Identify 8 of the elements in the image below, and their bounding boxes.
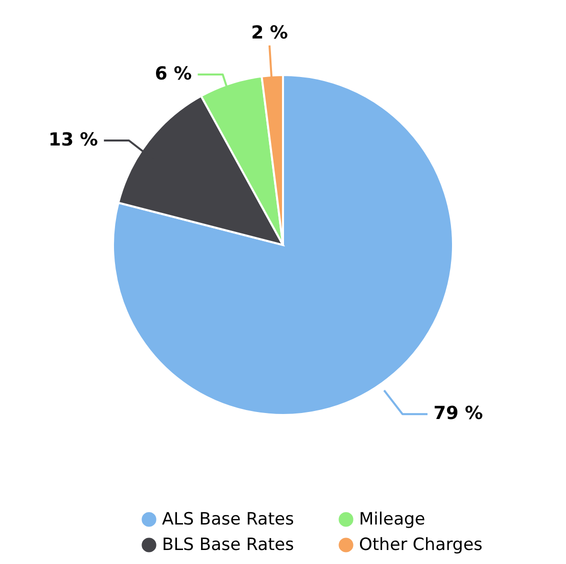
data-label: 6 % (154, 64, 192, 85)
data-label: 2 % (251, 22, 288, 44)
legend-label: Mileage (359, 509, 426, 530)
legend-label: BLS Base Rates (162, 535, 294, 555)
data-label: 79 % (434, 403, 483, 424)
legend-label: Other Charges (359, 535, 483, 555)
data-label: 13 % (48, 129, 98, 150)
legend-label: ALS Base Rates (162, 509, 294, 530)
